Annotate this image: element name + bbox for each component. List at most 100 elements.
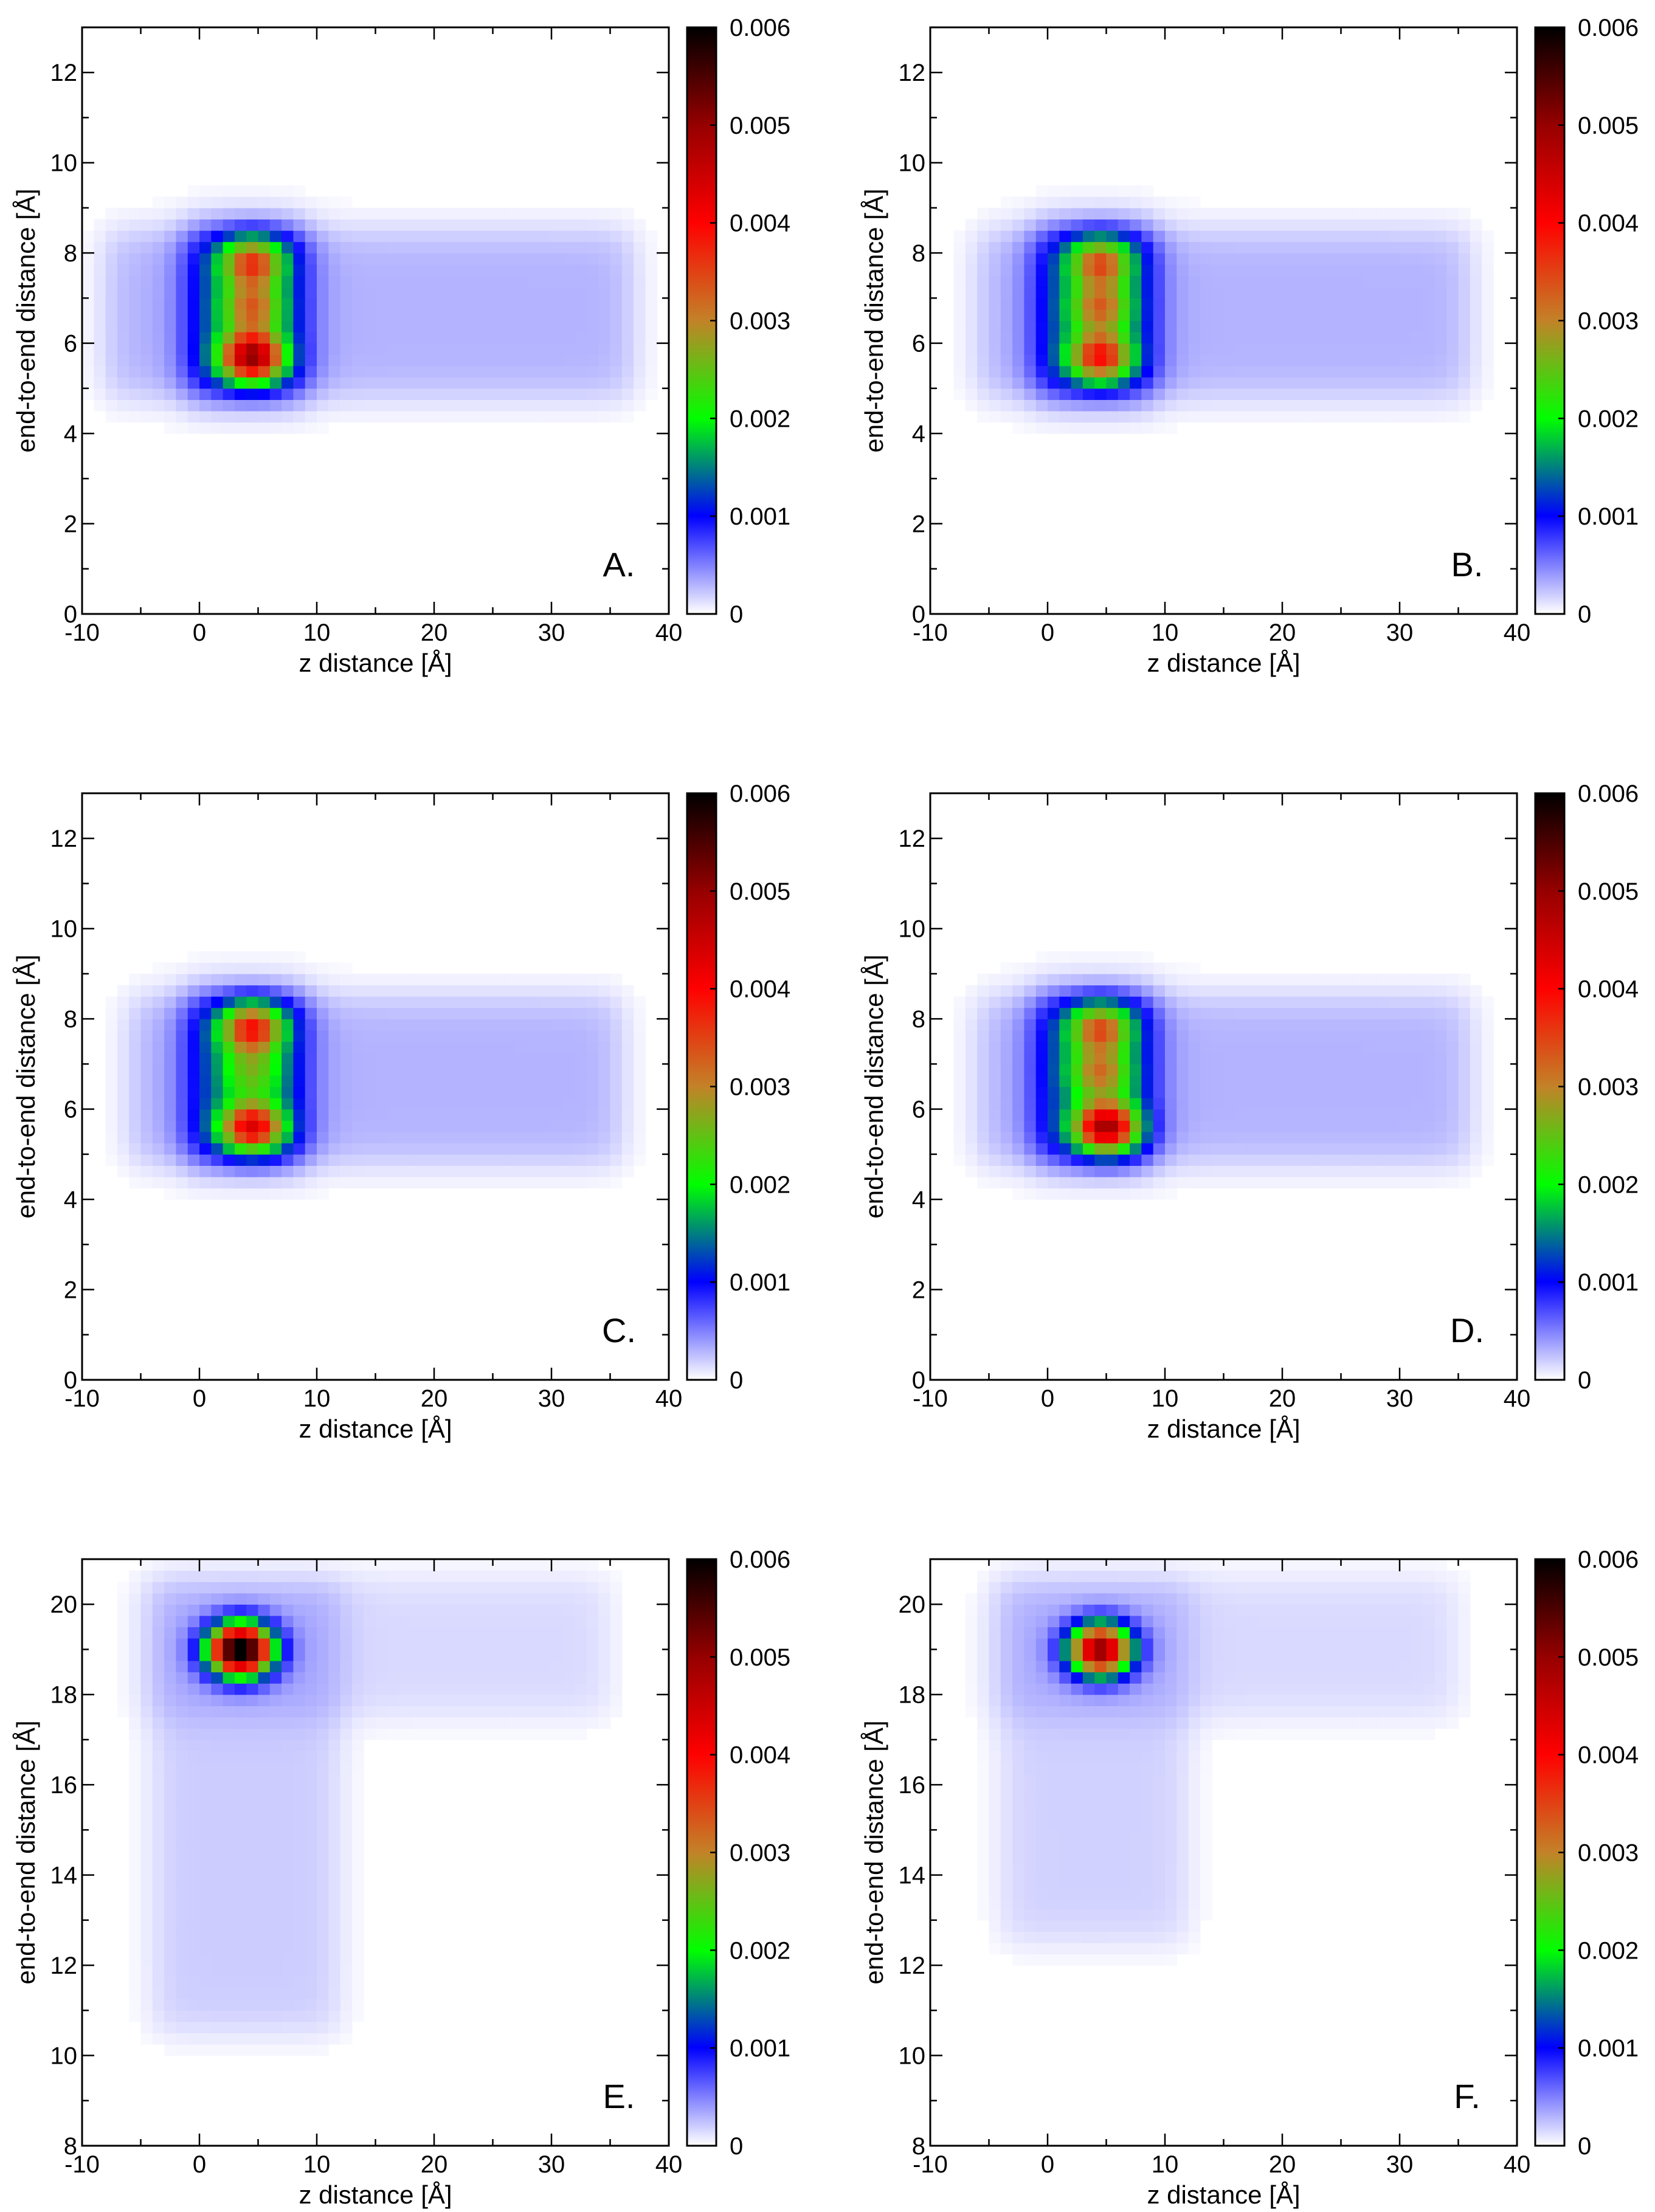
heatmap-cell xyxy=(1423,253,1436,265)
heatmap-cell xyxy=(375,365,388,377)
heatmap-cell xyxy=(176,1785,188,1797)
heatmap-cell xyxy=(375,1041,388,1053)
heatmap-cell xyxy=(340,1165,353,1177)
heatmap-cell xyxy=(1200,275,1212,288)
heatmap-cell xyxy=(481,1052,494,1064)
heatmap-cell xyxy=(1434,996,1447,1008)
heatmap-cell xyxy=(1458,388,1471,401)
panel-label: D. xyxy=(1450,1311,1484,1349)
heatmap-cell xyxy=(1317,410,1330,423)
heatmap-cell xyxy=(152,1875,165,1887)
heatmap-cell xyxy=(282,1999,294,2011)
heatmap-cell xyxy=(575,1064,587,1076)
heatmap-cell xyxy=(399,1570,411,1582)
heatmap-cell xyxy=(340,1052,353,1064)
heatmap-cell xyxy=(1305,332,1318,344)
heatmap-cell xyxy=(105,1007,118,1019)
heatmap-cell xyxy=(399,1582,411,1594)
heatmap-cell xyxy=(1094,1165,1107,1177)
heatmap-cell xyxy=(199,1041,212,1053)
heatmap-cell xyxy=(446,1019,458,1031)
heatmap-cell xyxy=(105,219,118,231)
heatmap-cell xyxy=(634,253,646,265)
heatmap-cell xyxy=(293,2033,306,2045)
heatmap-cell xyxy=(1012,1086,1024,1098)
heatmap-cell xyxy=(645,320,658,332)
heatmap-cell xyxy=(340,1672,353,1684)
heatmap-cell xyxy=(1341,1154,1353,1166)
heatmap-cell xyxy=(492,241,505,253)
heatmap-cell xyxy=(223,1694,235,1706)
heatmap-cell xyxy=(1259,1098,1271,1110)
heatmap-cell xyxy=(1446,332,1459,344)
heatmap-cell xyxy=(223,1909,235,1921)
heatmap-cell xyxy=(422,377,435,389)
heatmap-cell xyxy=(234,1706,247,1718)
heatmap-cell xyxy=(1317,309,1330,322)
heatmap-cell xyxy=(953,1019,966,1031)
heatmap-cell xyxy=(1423,365,1436,377)
heatmap-cell xyxy=(1188,230,1201,243)
heatmap-cell xyxy=(317,1120,329,1132)
heatmap-cell xyxy=(1048,332,1060,344)
heatmap-cell xyxy=(1059,196,1072,208)
heatmap-cell xyxy=(1329,1143,1342,1155)
heatmap-cell xyxy=(1153,196,1166,208)
heatmap-cell xyxy=(1130,399,1142,412)
heatmap-cell xyxy=(351,1683,364,1695)
heatmap-cell xyxy=(140,1570,153,1582)
heatmap-cell xyxy=(1259,399,1271,412)
heatmap-cell xyxy=(539,253,552,265)
heatmap-cell xyxy=(610,343,623,355)
heatmap-cell xyxy=(246,1920,259,1932)
heatmap-cell xyxy=(1071,1052,1083,1064)
heatmap-cell xyxy=(989,1019,1001,1031)
heatmap-cell xyxy=(1235,1086,1248,1098)
heatmap-cell xyxy=(258,320,271,332)
heatmap-cell xyxy=(1059,264,1072,276)
heatmap-cell xyxy=(1024,1120,1037,1132)
heatmap-cell xyxy=(223,1019,235,1031)
heatmap-cell xyxy=(317,2010,329,2022)
y-tick-label: 8 xyxy=(64,240,77,267)
heatmap-cell xyxy=(94,219,106,231)
heatmap-cell xyxy=(1071,241,1083,253)
heatmap-cell xyxy=(1434,365,1447,377)
heatmap-cell xyxy=(586,1131,599,1143)
heatmap-cell xyxy=(1012,1109,1024,1121)
heatmap-cell xyxy=(410,1131,423,1143)
heatmap-cell xyxy=(176,388,188,401)
heatmap-cell xyxy=(140,1019,153,1031)
heatmap-cell xyxy=(1165,377,1177,389)
y-axis-label: end-to-end distance [Å] xyxy=(860,954,888,1218)
heatmap-cell xyxy=(140,1931,153,1943)
heatmap-cell xyxy=(293,1875,306,1887)
heatmap-cell xyxy=(1247,298,1259,310)
heatmap-cell xyxy=(164,1830,176,1842)
heatmap-cell xyxy=(364,1131,376,1143)
heatmap-cell xyxy=(258,1954,271,1966)
heatmap-cell xyxy=(375,1672,388,1684)
heatmap-cell xyxy=(481,309,494,322)
heatmap-cell xyxy=(1411,996,1424,1008)
heatmap-cell xyxy=(140,1007,153,1019)
heatmap-cell xyxy=(364,1706,376,1718)
heatmap-cell xyxy=(117,1672,130,1684)
heatmap-cell xyxy=(410,985,423,997)
heatmap-cell xyxy=(1188,377,1201,389)
heatmap-cell xyxy=(539,264,552,276)
heatmap-cell xyxy=(328,399,341,412)
heatmap-cell xyxy=(1247,253,1259,265)
heatmap-cell xyxy=(328,1109,341,1121)
heatmap-cell xyxy=(199,1807,212,1819)
heatmap-cell xyxy=(246,1154,259,1166)
heatmap-cell xyxy=(457,1052,470,1064)
heatmap-cell xyxy=(211,1886,224,1898)
heatmap-cell xyxy=(199,1875,212,1887)
heatmap-cell xyxy=(1094,951,1107,963)
heatmap-cell xyxy=(1188,1086,1201,1098)
heatmap-cell xyxy=(1118,332,1130,344)
heatmap-cell xyxy=(977,1007,990,1019)
heatmap-cell xyxy=(199,1604,212,1616)
heatmap-cell xyxy=(258,1593,271,1605)
